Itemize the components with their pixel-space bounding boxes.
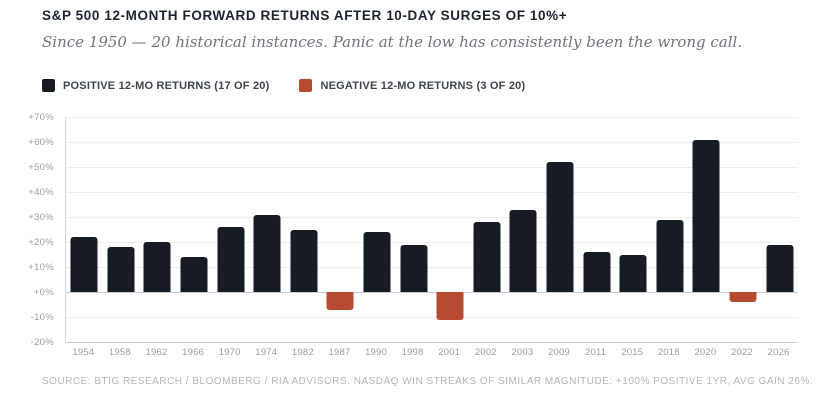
bar-column [432,117,469,342]
bar-column [652,117,689,342]
gridline [66,217,798,218]
x-axis-label: 2026 [767,347,790,358]
bar-2011 [583,252,611,292]
x-axis-label: 2003 [511,347,534,358]
bar-column [359,117,396,342]
x-axis-label: 1970 [218,347,241,358]
bar-column [286,117,323,342]
bar-2026 [766,244,794,292]
bar-column [469,117,506,342]
gridline [66,167,798,168]
x-axis-label: 1987 [328,347,351,358]
y-axis: +70% +60% +50% +40% +30% +20% +10% +0% -10% -20% [0,0,58,410]
y-axis-tick-label: +60% [28,137,54,148]
x-axis: 1954 1958 1962 1966 1970 1974 1982 1987 1990 1998… [65,347,797,358]
bar-column [615,117,652,342]
bar-1990 [363,232,391,292]
gridline [66,142,798,143]
x-axis-label: 2020 [694,347,717,358]
gridline [66,292,798,293]
x-axis-label: 1998 [401,347,424,358]
bar-1954 [70,237,98,292]
bar-1958 [107,247,135,292]
bar-column [725,117,762,342]
x-axis-label: 2022 [731,347,753,358]
bar-2002 [473,222,501,292]
bars-row [66,117,798,342]
bar-column [688,117,725,342]
bar-column [66,117,103,342]
gridline [66,267,798,268]
legend-label-negative: NEGATIVE 12-MO RETURNS (3 OF 20) [320,79,526,92]
bar-1970 [217,227,245,292]
bar-column [176,117,213,342]
bar-1974 [253,214,281,292]
bar-1982 [290,229,318,292]
gridline [66,342,798,343]
legend-item-positive: POSITIVE 12-MO RETURNS (17 OF 20) [42,79,269,92]
x-axis-label: 2001 [438,347,461,358]
x-axis-label: 1982 [291,347,314,358]
gridline [66,117,798,118]
y-axis-tick-label: +20% [28,237,54,248]
bar-column [103,117,140,342]
bar-2020 [692,139,720,292]
bar-column [395,117,432,342]
x-axis-label: 1958 [108,347,131,358]
y-axis-tick-label: +30% [28,212,54,223]
x-axis-label: 1974 [255,347,278,358]
chart-subtitle: Since 1950 — 20 historical instances. Pa… [42,33,743,51]
y-axis-tick-label: +50% [28,162,54,173]
bar-2022 [729,292,757,302]
bar-column [542,117,579,342]
bar-1962 [143,242,171,292]
x-axis-label: 1966 [182,347,205,358]
source-note: SOURCE: BTIG RESEARCH / BLOOMBERG / RIA … [42,376,814,387]
bar-1998 [400,244,428,292]
x-axis-label: 2015 [621,347,644,358]
x-axis-label: 1962 [145,347,168,358]
y-axis-tick-label: +10% [28,262,54,273]
y-axis-tick-label: +40% [28,187,54,198]
legend: POSITIVE 12-MO RETURNS (17 OF 20) NEGATI… [42,79,525,92]
x-axis-label: 2018 [657,347,680,358]
bar-column [578,117,615,342]
bar-1966 [180,257,208,292]
x-axis-label: 2011 [584,347,607,358]
bar-column [249,117,286,342]
plot-area [65,117,798,343]
legend-label-positive: POSITIVE 12-MO RETURNS (17 OF 20) [63,79,270,92]
bar-column [322,117,359,342]
bar-column [139,117,176,342]
bar-column [505,117,542,342]
legend-item-negative: NEGATIVE 12-MO RETURNS (3 OF 20) [299,79,525,92]
x-axis-label: 2002 [474,347,497,358]
x-axis-label: 1954 [72,347,95,358]
y-axis-tick-label: -20% [30,337,54,348]
bar-column [212,117,249,342]
legend-swatch-negative-icon [299,79,313,92]
bar-column [761,117,798,342]
x-axis-label: 1990 [365,347,388,358]
y-axis-tick-label: -10% [30,312,54,323]
bar-2018 [656,219,684,292]
legend-swatch-positive-icon [42,79,55,92]
y-axis-tick-label: +70% [28,112,54,123]
bar-2009 [546,162,574,292]
gridline [66,242,798,243]
bar-2003 [509,209,537,292]
y-axis-tick-label: +0% [33,287,54,298]
bar-1987 [326,292,354,310]
gridline [66,317,798,318]
bar-2001 [436,292,464,320]
chart-title: S&P 500 12-MONTH FORWARD RETURNS AFTER 1… [42,8,568,23]
gridline [66,192,798,193]
bar-2015 [619,254,647,292]
x-axis-label: 2009 [548,347,570,358]
